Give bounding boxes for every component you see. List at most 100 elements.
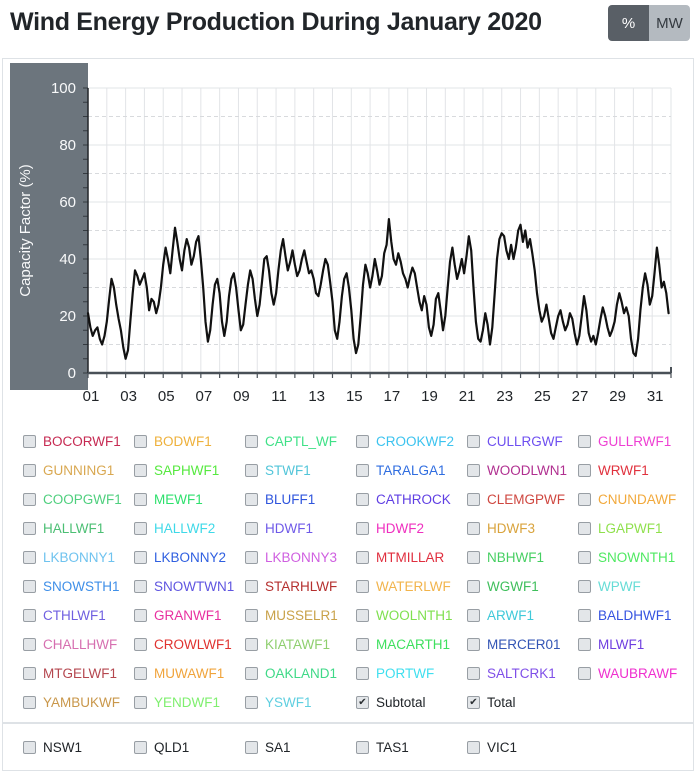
checkbox-item-taralga1[interactable]: TARALGA1 xyxy=(356,460,467,480)
checkbox-item-mlwf1[interactable]: MLWF1 xyxy=(578,634,689,654)
checkbox-unchecked-icon[interactable] xyxy=(134,579,147,593)
checkbox-item-cnundawf[interactable]: CNUNDAWF xyxy=(578,489,689,509)
checkbox-item-qld1[interactable]: QLD1 xyxy=(134,737,245,757)
checkbox-unchecked-icon[interactable] xyxy=(356,666,369,680)
checkbox-unchecked-icon[interactable] xyxy=(134,695,147,709)
checkbox-unchecked-icon[interactable] xyxy=(134,637,147,651)
checkbox-item-nbhwf1[interactable]: NBHWF1 xyxy=(467,547,578,567)
checkbox-unchecked-icon[interactable] xyxy=(356,492,369,506)
checkbox-unchecked-icon[interactable] xyxy=(356,579,369,593)
checkbox-unchecked-icon[interactable] xyxy=(356,550,369,564)
checkbox-unchecked-icon[interactable] xyxy=(134,492,147,506)
checkbox-item-saltcrk1[interactable]: SALTCRK1 xyxy=(467,663,578,683)
checkbox-unchecked-icon[interactable] xyxy=(356,434,369,448)
checkbox-item-cthlwf1[interactable]: CTHLWF1 xyxy=(23,605,134,625)
checkbox-item-woodlwn1[interactable]: WOODLWN1 xyxy=(467,460,578,480)
checkbox-item-snowsth1[interactable]: SNOWSTH1 xyxy=(23,576,134,596)
checkbox-item-cullrgwf[interactable]: CULLRGWF xyxy=(467,431,578,451)
checkbox-unchecked-icon[interactable] xyxy=(23,434,36,448)
checkbox-item-yambukwf[interactable]: YAMBUKWF xyxy=(23,692,134,712)
checkbox-unchecked-icon[interactable] xyxy=(23,521,36,535)
checkbox-unchecked-icon[interactable] xyxy=(467,463,480,477)
checkbox-item-starhlwf[interactable]: STARHLWF xyxy=(245,576,356,596)
checkbox-item-hallwf1[interactable]: HALLWF1 xyxy=(23,518,134,538)
checkbox-unchecked-icon[interactable] xyxy=(134,608,147,622)
checkbox-item-crowlwf1[interactable]: CROWLWF1 xyxy=(134,634,245,654)
checkbox-unchecked-icon[interactable] xyxy=(578,550,591,564)
checkbox-unchecked-icon[interactable] xyxy=(578,666,591,680)
checkbox-item-yendwf1[interactable]: YENDWF1 xyxy=(134,692,245,712)
checkbox-item-musselr1[interactable]: MUSSELR1 xyxy=(245,605,356,625)
checkbox-unchecked-icon[interactable] xyxy=(23,695,36,709)
checkbox-item-wgwf1[interactable]: WGWF1 xyxy=(467,576,578,596)
checkbox-unchecked-icon[interactable] xyxy=(467,492,480,506)
checkbox-unchecked-icon[interactable] xyxy=(356,637,369,651)
mw-unit-button[interactable]: MW xyxy=(649,5,690,41)
percent-unit-button[interactable]: % xyxy=(608,5,649,41)
checkbox-unchecked-icon[interactable] xyxy=(134,550,147,564)
checkbox-unchecked-icon[interactable] xyxy=(356,740,369,754)
checkbox-unchecked-icon[interactable] xyxy=(245,550,258,564)
checkbox-unchecked-icon[interactable] xyxy=(245,695,258,709)
checkbox-unchecked-icon[interactable] xyxy=(467,579,480,593)
checkbox-unchecked-icon[interactable] xyxy=(467,740,480,754)
checkbox-item-hdwf3[interactable]: HDWF3 xyxy=(467,518,578,538)
checkbox-unchecked-icon[interactable] xyxy=(467,637,480,651)
checkbox-unchecked-icon[interactable] xyxy=(134,434,147,448)
checkbox-item-bocorwf1[interactable]: BOCORWF1 xyxy=(23,431,134,451)
checkbox-item-mtmillar[interactable]: MTMILLAR xyxy=(356,547,467,567)
checkbox-item-portwf[interactable]: PORTWF xyxy=(356,663,467,683)
checkbox-item-bluff1[interactable]: BLUFF1 xyxy=(245,489,356,509)
checkbox-unchecked-icon[interactable] xyxy=(23,492,36,506)
checkbox-unchecked-icon[interactable] xyxy=(23,550,36,564)
checkbox-item-hdwf2[interactable]: HDWF2 xyxy=(356,518,467,538)
checkbox-item-baldhwf1[interactable]: BALDHWF1 xyxy=(578,605,689,625)
checkbox-unchecked-icon[interactable] xyxy=(134,666,147,680)
checkbox-unchecked-icon[interactable] xyxy=(134,521,147,535)
checkbox-unchecked-icon[interactable] xyxy=(578,521,591,535)
checkbox-item-snownth1[interactable]: SNOWNTH1 xyxy=(578,547,689,567)
checkbox-unchecked-icon[interactable] xyxy=(23,740,36,754)
checkbox-unchecked-icon[interactable] xyxy=(134,463,147,477)
checkbox-checked-icon[interactable]: ✔ xyxy=(467,695,480,709)
checkbox-unchecked-icon[interactable] xyxy=(356,608,369,622)
checkbox-item-oakland1[interactable]: OAKLAND1 xyxy=(245,663,356,683)
checkbox-unchecked-icon[interactable] xyxy=(467,666,480,680)
checkbox-unchecked-icon[interactable] xyxy=(245,740,258,754)
checkbox-item-wpwf[interactable]: WPWF xyxy=(578,576,689,596)
checkbox-item-bodwf1[interactable]: BODWF1 xyxy=(134,431,245,451)
checkbox-unchecked-icon[interactable] xyxy=(467,521,480,535)
checkbox-unchecked-icon[interactable] xyxy=(245,666,258,680)
checkbox-item-vic1[interactable]: VIC1 xyxy=(467,737,578,757)
checkbox-item-tas1[interactable]: TAS1 xyxy=(356,737,467,757)
checkbox-item-challhwf[interactable]: CHALLHWF xyxy=(23,634,134,654)
checkbox-unchecked-icon[interactable] xyxy=(245,492,258,506)
checkbox-unchecked-icon[interactable] xyxy=(578,434,591,448)
checkbox-item-hdwf1[interactable]: HDWF1 xyxy=(245,518,356,538)
checkbox-item-hallwf2[interactable]: HALLWF2 xyxy=(134,518,245,538)
checkbox-item-gullrwf1[interactable]: GULLRWF1 xyxy=(578,431,689,451)
checkbox-item-granwf1[interactable]: GRANWF1 xyxy=(134,605,245,625)
checkbox-item-mercer01[interactable]: MERCER01 xyxy=(467,634,578,654)
checkbox-unchecked-icon[interactable] xyxy=(578,637,591,651)
checkbox-item-captl_wf[interactable]: CAPTL_WF xyxy=(245,431,356,451)
checkbox-item-gunning1[interactable]: GUNNING1 xyxy=(23,460,134,480)
checkbox-item-lkbonny1[interactable]: LKBONNY1 xyxy=(23,547,134,567)
checkbox-item-arwf1[interactable]: ARWF1 xyxy=(467,605,578,625)
checkbox-item-mewf1[interactable]: MEWF1 xyxy=(134,489,245,509)
checkbox-unchecked-icon[interactable] xyxy=(245,579,258,593)
checkbox-item-snowtwn1[interactable]: SNOWTWN1 xyxy=(134,576,245,596)
checkbox-unchecked-icon[interactable] xyxy=(467,550,480,564)
checkbox-item-yswf1[interactable]: YSWF1 xyxy=(245,692,356,712)
checkbox-item-lkbonny3[interactable]: LKBONNY3 xyxy=(245,547,356,567)
checkbox-item-coopgwf1[interactable]: COOPGWF1 xyxy=(23,489,134,509)
checkbox-unchecked-icon[interactable] xyxy=(134,740,147,754)
checkbox-item-waterlwf[interactable]: WATERLWF xyxy=(356,576,467,596)
checkbox-unchecked-icon[interactable] xyxy=(467,434,480,448)
checkbox-unchecked-icon[interactable] xyxy=(23,608,36,622)
checkbox-unchecked-icon[interactable] xyxy=(245,637,258,651)
checkbox-item-muwawf1[interactable]: MUWAWF1 xyxy=(134,663,245,683)
checkbox-item-waubrawf[interactable]: WAUBRAWF xyxy=(578,663,689,683)
checkbox-unchecked-icon[interactable] xyxy=(578,608,591,622)
checkbox-item-cathrock[interactable]: CATHROCK xyxy=(356,489,467,509)
